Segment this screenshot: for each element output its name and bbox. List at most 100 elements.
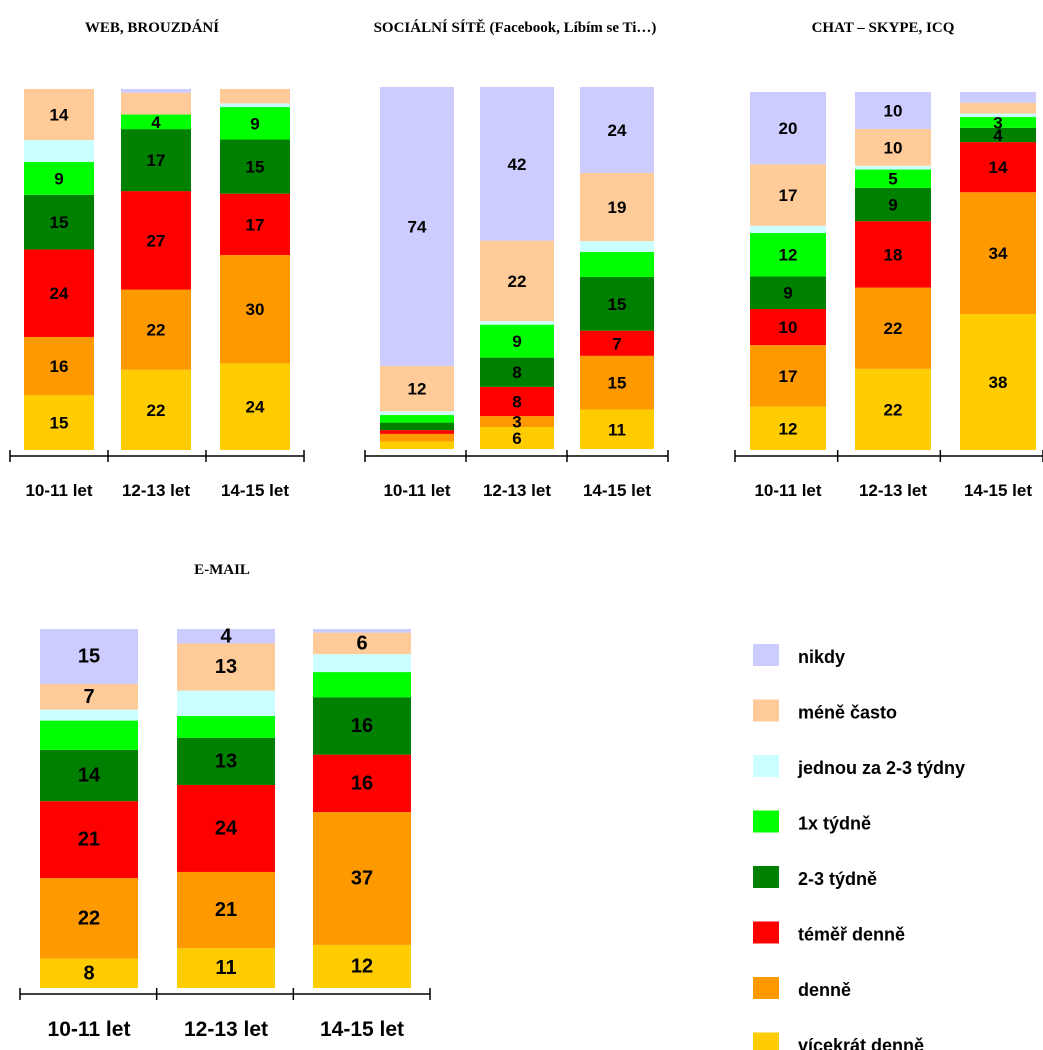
data-label: 6 [356,632,367,654]
bar-segment-temer-denne [24,249,94,337]
bar-segment-vicekrat-denne [220,363,290,450]
data-label: 34 [989,244,1008,263]
bar-segment-nikdy [580,87,654,174]
data-label: 14 [78,765,101,787]
bar-segment-mene-casto [121,92,191,115]
category-label: 10-11 let [383,481,450,500]
data-label: 42 [508,155,527,174]
data-label: 21 [78,829,100,851]
bar-segment-2-3-tydne [580,276,654,331]
chart-title: CHAT – SKYPE, ICQ [812,20,955,36]
bar-segment-2-3-tydne [313,697,411,755]
bar-segment-denne [177,871,275,949]
data-label: 9 [512,332,521,351]
bar-segment-2-3-tydne [960,127,1036,143]
legend-swatch-vicekrat-denne [753,1032,779,1050]
legend-swatch-1x-tydne [753,810,779,833]
bar-segment-jednou-2-3-tydny [24,140,94,162]
data-label: 8 [512,392,521,411]
legend-swatch-mene-casto [753,699,779,722]
data-label: 12 [351,955,373,977]
bar-segment-denne [40,878,138,959]
bar-segment-1x-tydne [313,672,411,698]
bar-segment-jednou-2-3-tydny [177,690,275,717]
data-label: 22 [147,401,166,420]
data-label: 10 [884,101,903,120]
bar-segment-vicekrat-denne [177,948,275,988]
data-label: 27 [147,231,166,250]
bar-segment-1x-tydne [480,324,554,358]
legend-swatch-temer-denne [753,921,779,944]
bar-segment-1x-tydne [24,161,94,195]
bar-segment-jednou-2-3-tydny [855,165,931,170]
legend-label: jednou za 2-3 týdny [797,758,965,778]
bar-segment-vicekrat-denne [855,368,931,450]
bar-segment-denne [580,355,654,410]
chart-panel: CHAT – SKYPE, ICQ 12 17 10 9 12 17 20 10-11 let 2… [734,20,1043,500]
bar-segment-jednou-2-3-tydny [40,709,138,721]
bar-segment-vicekrat-denne [24,395,94,450]
bar-segment-nikdy [121,89,191,93]
legend-swatch-denne [753,977,779,999]
bar-segment-vicekrat-denne [960,313,1036,450]
data-label: 20 [779,119,798,138]
data-label: 15 [246,158,265,177]
bar-segment-temer-denne [121,191,191,290]
data-label: 7 [83,686,94,708]
data-label: 6 [512,429,521,448]
bar-segment-2-3-tydne [855,187,931,222]
bar-segment-1x-tydne [960,117,1036,128]
chart-title: WEB, BROUZDÁNÍ [85,19,219,36]
bar-segment-jednou-2-3-tydny [313,654,411,673]
legend-label: méně často [798,703,897,723]
bar-segment-jednou-2-3-tydny [960,113,1036,118]
bar-segment-vicekrat-denne [480,427,554,449]
chart-panel: SOCIÁLNÍ SÍTĚ (Facebook, Líbím se Ti…) 12… [364,19,669,500]
data-label: 11 [215,957,236,979]
data-label: 13 [215,656,237,678]
bar-segment-denne [121,289,191,370]
bar-segment-denne [855,287,931,369]
bar-segment-mene-casto [480,240,554,322]
bar-segment-denne [480,416,554,428]
data-label: 3 [993,113,1002,132]
bar-segment-2-3-tydne [220,139,290,194]
bar-segment-2-3-tydne [750,276,826,309]
data-label: 17 [779,186,798,205]
data-label: 16 [50,357,69,376]
bar-segment-mene-casto [960,102,1036,114]
data-label: 12 [779,246,798,265]
data-label: 8 [83,962,94,984]
data-label: 74 [408,218,427,237]
data-label: 15 [78,645,100,667]
category-label: 14-15 let [583,481,651,500]
bar-segment-vicekrat-denne [313,944,411,988]
data-label: 24 [50,284,69,303]
charts-group: WEB, BROUZDÁNÍ 15 16 24 15 9 14 10-11 let 22 22 27… [9,19,1043,1041]
data-label: 30 [246,300,265,319]
category-label: 14-15 let [320,1018,404,1041]
bar-segment-2-3-tydne [480,357,554,387]
category-label: 12-13 let [859,481,927,500]
bar-segment-temer-denne [960,142,1036,193]
bar-segment-2-3-tydne [380,422,454,431]
data-label: 13 [215,750,237,772]
bar-segment-2-3-tydne [177,737,275,785]
data-label: 3 [512,413,521,432]
data-label: 12 [408,380,427,399]
bar-segment-mene-casto [40,683,138,710]
bar-segment-1x-tydne [220,107,290,140]
data-label: 38 [989,373,1008,392]
bar-segment-1x-tydne [121,114,191,130]
legend-label: nikdy [798,647,845,667]
bar-segment-denne [380,433,454,442]
bar-segment-temer-denne [313,754,411,813]
bar-segment-nikdy [480,87,554,241]
category-label: 14-15 let [221,481,289,500]
data-label: 11 [608,420,626,439]
data-label: 21 [215,899,237,921]
legend-label: denně [798,980,851,1000]
bar-segment-temer-denne [750,308,826,346]
data-label: 24 [215,817,238,839]
bar-segment-mene-casto [313,632,411,655]
